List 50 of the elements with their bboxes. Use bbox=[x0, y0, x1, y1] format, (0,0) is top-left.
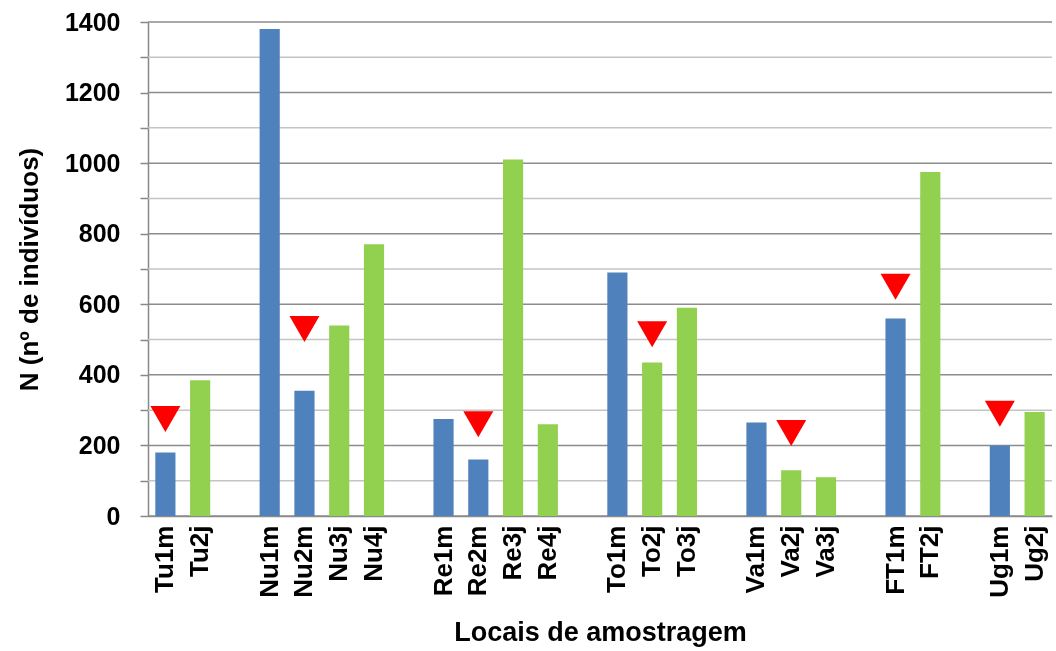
bar bbox=[468, 459, 489, 516]
x-tick-label: Re3j bbox=[497, 525, 528, 581]
x-tick-label: FT2j bbox=[914, 525, 945, 579]
x-tick-label: Va2j bbox=[775, 525, 806, 578]
bar bbox=[190, 380, 211, 516]
x-tick-label: Ug1m bbox=[983, 525, 1014, 598]
bar bbox=[502, 159, 524, 516]
bar bbox=[363, 244, 385, 516]
bar bbox=[781, 470, 802, 516]
y-tick-label: 0 bbox=[106, 501, 121, 530]
x-tick-label: Tu1m bbox=[149, 525, 180, 593]
x-tick-label: Re4j bbox=[531, 525, 562, 581]
x-tick-label: Va3j bbox=[810, 525, 840, 578]
x-axis-title: Locais de amostragem bbox=[454, 616, 747, 647]
bar bbox=[155, 452, 176, 516]
y-tick-label: 800 bbox=[78, 219, 121, 248]
x-tick-label: To3j bbox=[670, 525, 701, 578]
x-tick-label: Re1m bbox=[427, 525, 458, 597]
x-tick-label: Tu2j bbox=[184, 525, 215, 578]
bar bbox=[1024, 411, 1045, 516]
y-tick-label: 1400 bbox=[64, 7, 121, 36]
bar bbox=[989, 445, 1010, 516]
y-tick-label: 1200 bbox=[64, 78, 121, 107]
x-tick-label: Nu4j bbox=[358, 525, 388, 582]
x-tick-label: Nu1m bbox=[253, 525, 284, 598]
bar bbox=[433, 418, 454, 516]
y-tick-label: 1000 bbox=[64, 148, 121, 177]
x-tick-label: Ug2j bbox=[1018, 525, 1049, 582]
bar bbox=[642, 362, 663, 516]
y-axis-title: N (nº de indivíduos) bbox=[13, 147, 44, 392]
bar bbox=[259, 29, 280, 516]
bar bbox=[607, 272, 628, 516]
x-tick-label: Nu2m bbox=[288, 525, 319, 598]
x-tick-label: To1m bbox=[601, 525, 632, 593]
x-tick-label: Re2m bbox=[462, 525, 493, 597]
bar bbox=[815, 477, 837, 516]
y-tick-label: 400 bbox=[78, 360, 121, 389]
y-tick-label: 200 bbox=[78, 430, 121, 459]
y-tick-label: 600 bbox=[78, 289, 121, 318]
bar bbox=[746, 422, 767, 516]
x-tick-label: Va1m bbox=[740, 525, 771, 594]
x-tick-label: Nu3j bbox=[323, 525, 354, 582]
bar bbox=[676, 307, 698, 516]
x-tick-label: FT1m bbox=[879, 525, 910, 595]
bar bbox=[920, 171, 941, 516]
bar bbox=[885, 318, 906, 516]
bar bbox=[537, 424, 558, 516]
bar bbox=[329, 325, 350, 516]
bar bbox=[294, 390, 315, 516]
x-tick-label: To2j bbox=[636, 525, 667, 578]
